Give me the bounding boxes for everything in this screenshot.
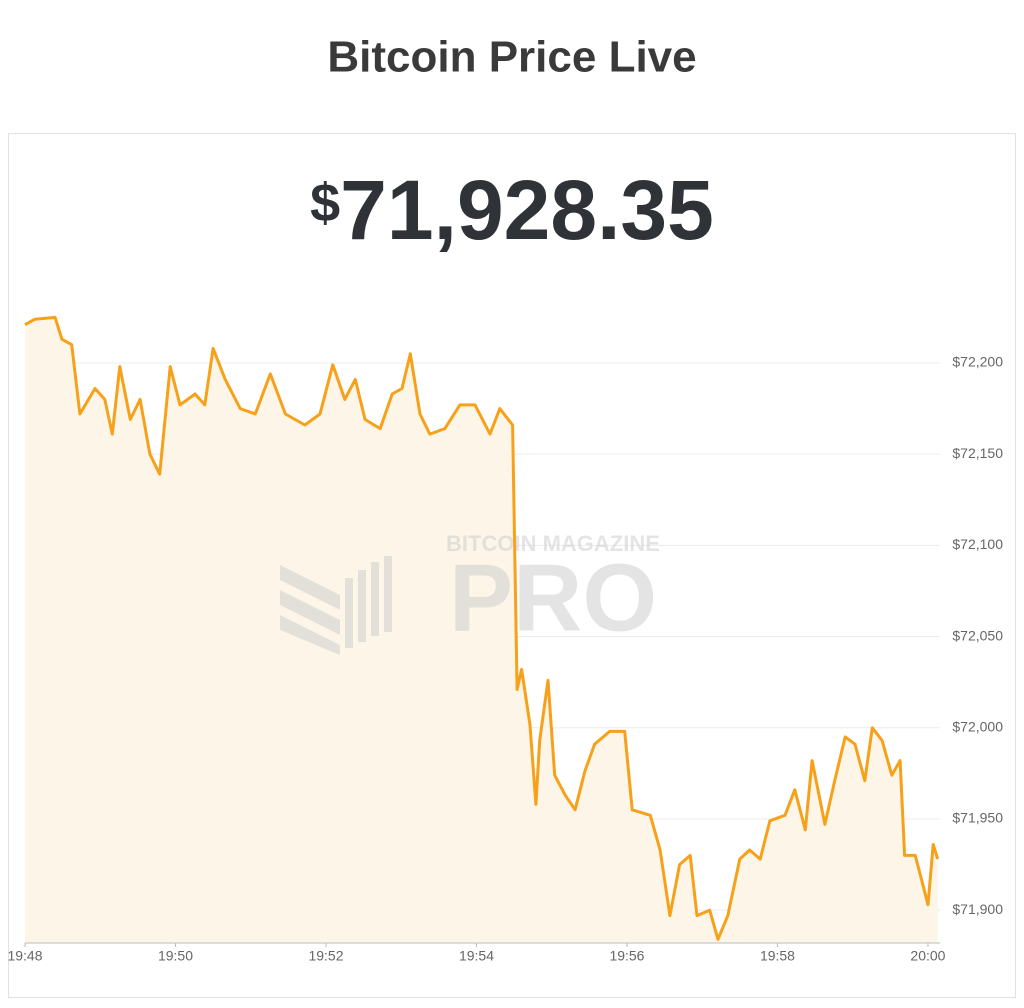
watermark-top: BITCOIN MAGAZINE	[446, 531, 660, 556]
y-tick-label: $71,950	[952, 810, 1003, 826]
page-title: Bitcoin Price Live	[327, 33, 696, 82]
y-tick-label: $72,050	[952, 627, 1003, 643]
y-tick-label: $72,200	[952, 354, 1003, 370]
price-line	[24, 315, 940, 941]
price-value: 71,928.35	[340, 163, 714, 257]
watermark: BITCOIN MAGAZINE PRO	[280, 531, 660, 655]
plot: $71,900 $71,950 $72,000 $72,050 $72,100 $72,1…	[7, 315, 1003, 964]
watermark-logo	[280, 556, 392, 655]
price-symbol: $	[310, 173, 340, 233]
y-tick-label: $72,000	[952, 718, 1003, 734]
y-tick-label: $72,150	[952, 445, 1003, 461]
x-tick-label: 20:00	[910, 948, 945, 964]
area	[25, 317, 938, 943]
y-tick-label: $72,100	[952, 536, 1003, 552]
y-tick-label: $71,900	[952, 901, 1003, 917]
watermark-main: PRO	[449, 544, 657, 651]
x-tick-label: 19:54	[459, 948, 494, 964]
x-tick-label: 19:56	[609, 948, 644, 964]
price: $71,928.35	[310, 163, 714, 257]
x-tick-label: 19:50	[158, 948, 193, 964]
x-tick-label: 19:58	[760, 948, 795, 964]
x-tick-label: 19:52	[308, 948, 343, 964]
x-tick-label: 19:48	[7, 948, 42, 964]
